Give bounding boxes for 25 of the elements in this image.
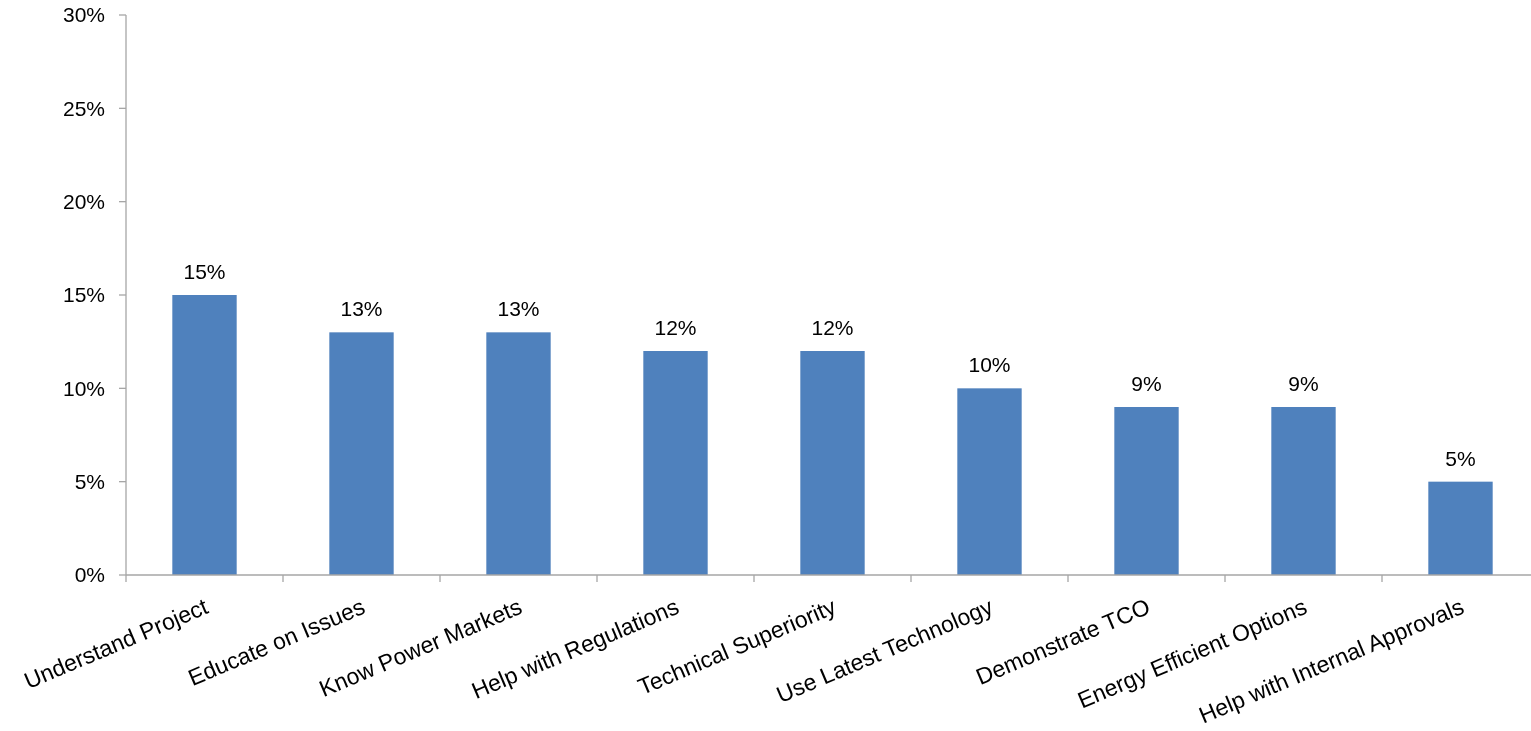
bar (800, 351, 865, 575)
data-label: 12% (811, 316, 854, 339)
data-label: 9% (1131, 372, 1162, 395)
bar (329, 332, 394, 575)
y-tick-label: 20% (62, 190, 105, 214)
bar (1114, 407, 1179, 575)
y-tick-label: 15% (62, 283, 105, 307)
y-tick-label: 25% (62, 96, 105, 120)
y-tick-label: 30% (62, 3, 105, 27)
bar (643, 351, 708, 575)
bar (1428, 481, 1493, 575)
bar (957, 388, 1022, 575)
data-label: 15% (183, 260, 226, 283)
y-tick-label: 0% (74, 563, 105, 587)
data-label: 10% (968, 353, 1011, 377)
bar (486, 332, 551, 575)
bar (1271, 407, 1336, 575)
data-label: 13% (497, 297, 540, 321)
data-label: 12% (654, 316, 697, 339)
data-label: 9% (1288, 372, 1319, 395)
data-label: 13% (340, 297, 383, 321)
data-label: 5% (1445, 446, 1476, 470)
y-tick-label: 5% (74, 470, 105, 494)
y-tick-label: 10% (62, 376, 105, 400)
bar (172, 295, 237, 575)
